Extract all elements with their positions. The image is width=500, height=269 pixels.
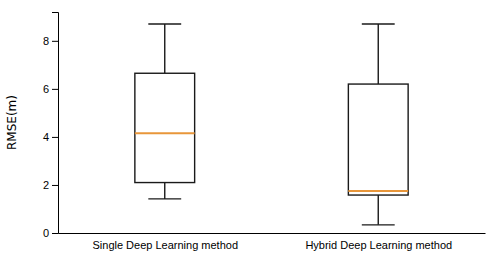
upper-cap: [148, 23, 181, 24]
y-tick: 6: [43, 83, 58, 95]
y-tick: 8: [43, 35, 58, 47]
y-tick-mark: [52, 89, 58, 90]
x-tick-label: Hybrid Deep Learning method: [305, 239, 452, 251]
lower-whisker: [164, 183, 165, 199]
x-tick: Hybrid Deep Learning method: [305, 239, 452, 251]
x-tick: Single Deep Learning method: [92, 239, 238, 251]
median: [348, 190, 408, 192]
upper-whisker: [378, 24, 379, 84]
y-tick-label: 6: [43, 83, 49, 95]
upper-whisker: [164, 24, 165, 73]
y-tick: 4: [43, 131, 58, 143]
y-tick-mark: [52, 185, 58, 186]
box-group: [348, 24, 408, 225]
y-tick-label: 0: [43, 227, 49, 239]
upper-cap: [362, 23, 395, 24]
y-tick: 0: [43, 227, 58, 239]
y-tick-label: 2: [43, 179, 49, 191]
x-tick-label: Single Deep Learning method: [92, 239, 238, 251]
y-tick-mark: [52, 41, 58, 42]
y-axis-line: [52, 13, 59, 234]
y-tick-label: 4: [43, 131, 49, 143]
y-tick-label: 8: [43, 35, 49, 47]
y-tick-mark: [52, 137, 58, 138]
plot: 0 2 4 6 8 Single Deep Learning method Hybrid D…: [43, 13, 486, 251]
y-axis-title: RMSE(m): [5, 95, 19, 150]
box-group: [135, 24, 195, 199]
lower-cap: [148, 198, 181, 199]
y-tick-mark: [52, 233, 58, 234]
chart: 0 2 4 6 8 Single Deep Learning method Hybrid D…: [0, 0, 500, 269]
boxes: [135, 24, 408, 225]
box: [348, 84, 408, 195]
median: [135, 132, 195, 134]
x-axis: Single Deep Learning method Hybrid Deep L…: [59, 234, 486, 251]
lower-whisker: [378, 195, 379, 225]
y-tick: 2: [43, 179, 58, 191]
box: [135, 73, 195, 182]
lower-cap: [362, 224, 395, 225]
x-axis-line: [59, 233, 486, 234]
y-axis: 0 2 4 6 8: [43, 13, 59, 240]
